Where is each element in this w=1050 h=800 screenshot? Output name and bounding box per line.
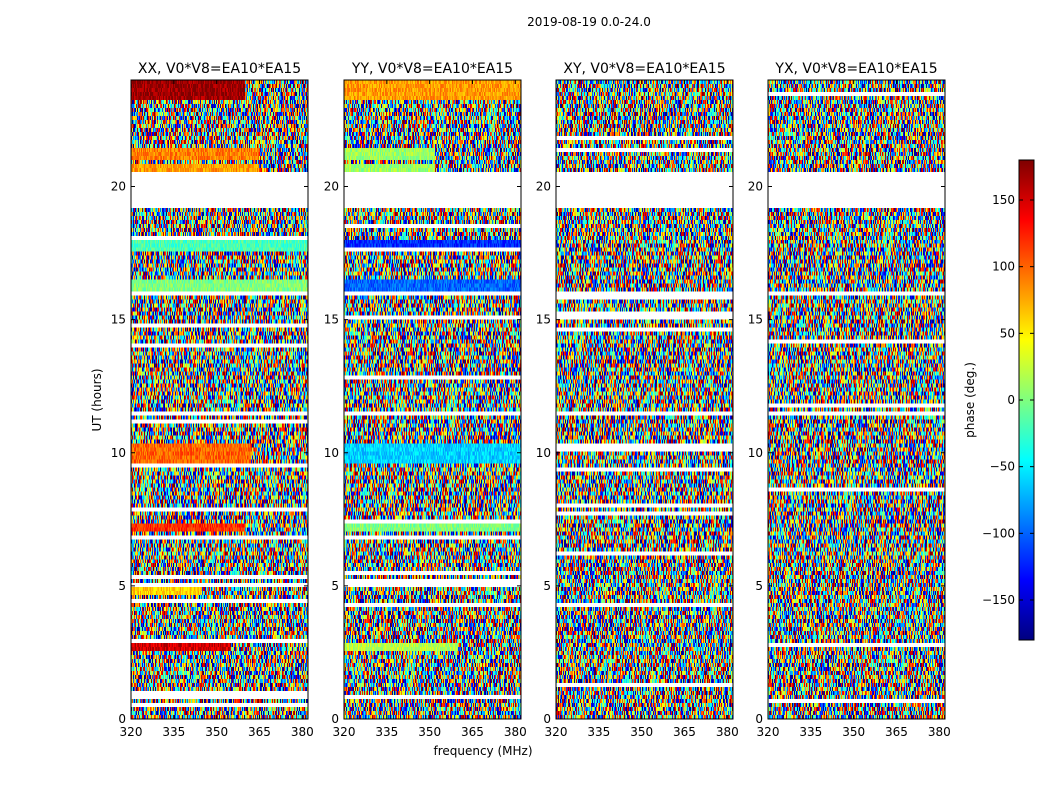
x-tick-label: 335 — [375, 725, 398, 739]
panel-4: YX, V0*V8=EA10*EA15 320 335 350 365 380 0 5 10 15… — [748, 61, 951, 739]
y-tick-label: 20 — [536, 180, 551, 194]
x-tick-label: 320 — [757, 725, 780, 739]
panel-title: XX, V0*V8=EA10*EA15 — [138, 61, 301, 77]
panel-frame — [343, 79, 522, 720]
x-axis-label: frequency (MHz) — [433, 744, 532, 758]
panel-1: XX, V0*V8=EA10*EA15 320 335 350 365 380 0 5 10 15… — [111, 61, 314, 739]
y-tick-label: 10 — [748, 446, 763, 460]
panel-title: YY, V0*V8=EA10*EA15 — [351, 61, 513, 77]
y-tick-label: 10 — [111, 446, 126, 460]
panel-2: YY, V0*V8=EA10*EA15 320 335 350 365 380 0 5 10 15… — [324, 61, 527, 739]
panel-title: YX, V0*V8=EA10*EA15 — [774, 61, 937, 77]
y-tick-label: 10 — [324, 446, 339, 460]
y-tick-label: 20 — [324, 180, 339, 194]
heatmap-image — [344, 80, 521, 719]
x-tick-label: 365 — [461, 725, 484, 739]
y-tick-label: 15 — [324, 313, 339, 327]
y-tick-label: 0 — [118, 712, 126, 726]
y-tick-label: 0 — [543, 712, 551, 726]
x-tick-label: 335 — [162, 725, 185, 739]
x-tick-label: 365 — [885, 725, 908, 739]
panel-frame — [767, 79, 946, 720]
y-tick-label: 0 — [331, 712, 339, 726]
y-tick-label: 5 — [331, 579, 339, 593]
x-tick-label: 320 — [120, 725, 143, 739]
y-axis-label: UT (hours) — [90, 368, 104, 431]
y-tick-label: 5 — [118, 579, 126, 593]
panel-frame — [555, 79, 734, 720]
panel-3: XY, V0*V8=EA10*EA15 320 335 350 365 380 0 5 10 15… — [536, 61, 739, 739]
colorbar-tick-label: 150 — [992, 193, 1015, 207]
x-tick-label: 350 — [842, 725, 865, 739]
heatmap-image — [768, 80, 945, 719]
x-tick-label: 335 — [587, 725, 610, 739]
y-tick-label: 15 — [536, 313, 551, 327]
heatmap-image — [556, 80, 733, 719]
x-tick-label: 365 — [248, 725, 271, 739]
y-tick-label: 0 — [755, 712, 763, 726]
y-tick-label: 15 — [111, 313, 126, 327]
heatmap-image — [131, 80, 308, 719]
colorbar-tick-label: −100 — [982, 526, 1015, 540]
colorbar: 150 100 50 0 −50 −100 −150 — [982, 159, 1035, 641]
x-tick-label: 320 — [333, 725, 356, 739]
x-tick-label: 380 — [291, 725, 314, 739]
y-tick-label: 15 — [748, 313, 763, 327]
figure-suptitle: 2019-08-19 0.0-24.0 — [527, 15, 651, 29]
y-tick-label: 10 — [536, 446, 551, 460]
x-tick-label: 350 — [418, 725, 441, 739]
colorbar-tick-label: 100 — [992, 260, 1015, 274]
panel-title: XY, V0*V8=EA10*EA15 — [563, 61, 725, 77]
colorbar-tick-label: 50 — [1000, 326, 1015, 340]
colorbar-tick-label: 0 — [1007, 393, 1015, 407]
x-tick-label: 365 — [673, 725, 696, 739]
x-tick-label: 335 — [799, 725, 822, 739]
y-tick-label: 5 — [543, 579, 551, 593]
y-tick-label: 5 — [755, 579, 763, 593]
x-tick-label: 350 — [630, 725, 653, 739]
colorbar-tick-label: −50 — [990, 460, 1015, 474]
x-tick-label: 380 — [504, 725, 527, 739]
x-tick-label: 350 — [205, 725, 228, 739]
x-tick-label: 320 — [545, 725, 568, 739]
colorbar-tick-label: −150 — [982, 593, 1015, 607]
y-tick-label: 20 — [748, 180, 763, 194]
colorbar-label: phase (deg.) — [963, 362, 977, 438]
x-tick-label: 380 — [716, 725, 739, 739]
panel-frame — [130, 79, 309, 720]
y-tick-label: 20 — [111, 180, 126, 194]
x-tick-label: 380 — [928, 725, 951, 739]
panels: XX, V0*V8=EA10*EA15 320 335 350 365 380 0 5 10 15… — [111, 61, 951, 739]
